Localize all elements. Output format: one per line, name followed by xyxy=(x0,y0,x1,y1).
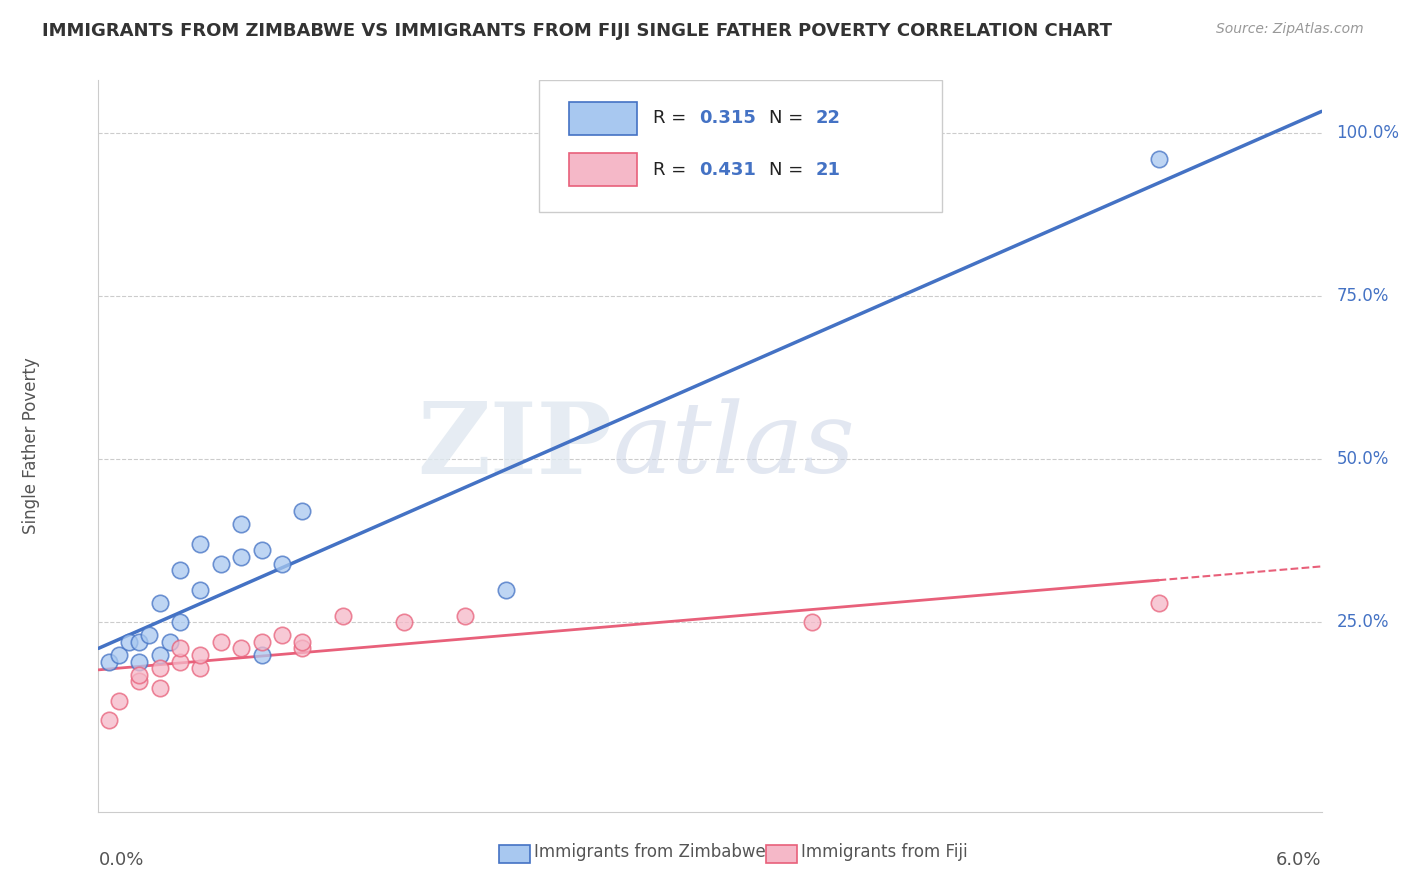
Point xyxy=(138,628,160,642)
Point xyxy=(270,557,292,571)
Point xyxy=(159,635,181,649)
Point xyxy=(454,608,477,623)
Point xyxy=(801,615,824,630)
Text: 75.0%: 75.0% xyxy=(1336,287,1389,305)
Text: Immigrants from Fiji: Immigrants from Fiji xyxy=(801,843,969,861)
Point xyxy=(209,557,232,571)
Text: R =: R = xyxy=(652,161,692,178)
Text: N =: N = xyxy=(769,161,808,178)
Point xyxy=(108,648,131,662)
Point xyxy=(291,635,314,649)
Text: 21: 21 xyxy=(815,161,841,178)
Text: 0.315: 0.315 xyxy=(699,110,756,128)
Point xyxy=(97,714,120,728)
Text: ZIP: ZIP xyxy=(418,398,612,494)
Text: 50.0%: 50.0% xyxy=(1336,450,1389,468)
Point xyxy=(188,648,212,662)
Point xyxy=(188,537,212,551)
Text: R =: R = xyxy=(652,110,692,128)
Text: N =: N = xyxy=(769,110,808,128)
Point xyxy=(250,648,273,662)
Point xyxy=(495,582,517,597)
Point xyxy=(291,641,314,656)
Point xyxy=(332,608,354,623)
Point xyxy=(188,661,212,675)
Point xyxy=(108,694,131,708)
Point xyxy=(231,517,253,532)
Point xyxy=(169,615,191,630)
Point xyxy=(250,543,273,558)
Point xyxy=(118,635,141,649)
Point xyxy=(149,596,172,610)
Point xyxy=(149,661,172,675)
Text: 100.0%: 100.0% xyxy=(1336,123,1399,142)
Point xyxy=(188,582,212,597)
Text: IMMIGRANTS FROM ZIMBABWE VS IMMIGRANTS FROM FIJI SINGLE FATHER POVERTY CORRELATI: IMMIGRANTS FROM ZIMBABWE VS IMMIGRANTS F… xyxy=(42,22,1112,40)
Point xyxy=(149,648,172,662)
Text: Single Father Poverty: Single Father Poverty xyxy=(22,358,41,534)
Point xyxy=(392,615,416,630)
Point xyxy=(128,635,150,649)
Text: Immigrants from Zimbabwe: Immigrants from Zimbabwe xyxy=(534,843,766,861)
Point xyxy=(128,655,150,669)
Point xyxy=(149,681,172,695)
Point xyxy=(1147,152,1170,166)
Point xyxy=(169,655,191,669)
Point xyxy=(169,641,191,656)
FancyBboxPatch shape xyxy=(538,80,942,212)
Text: 0.0%: 0.0% xyxy=(98,851,143,869)
Point xyxy=(291,504,314,518)
Point xyxy=(169,563,191,577)
Text: Source: ZipAtlas.com: Source: ZipAtlas.com xyxy=(1216,22,1364,37)
Text: 22: 22 xyxy=(815,110,841,128)
Text: 25.0%: 25.0% xyxy=(1336,614,1389,632)
Bar xyxy=(569,103,637,136)
Text: 6.0%: 6.0% xyxy=(1277,851,1322,869)
Point xyxy=(250,635,273,649)
Point xyxy=(97,655,120,669)
Point xyxy=(270,628,292,642)
Point xyxy=(128,674,150,689)
Point xyxy=(209,635,232,649)
Text: atlas: atlas xyxy=(612,399,855,493)
Point xyxy=(1147,596,1170,610)
Bar xyxy=(569,153,637,186)
Point xyxy=(231,549,253,564)
Point xyxy=(231,641,253,656)
Point xyxy=(128,667,150,681)
Text: 0.431: 0.431 xyxy=(699,161,756,178)
